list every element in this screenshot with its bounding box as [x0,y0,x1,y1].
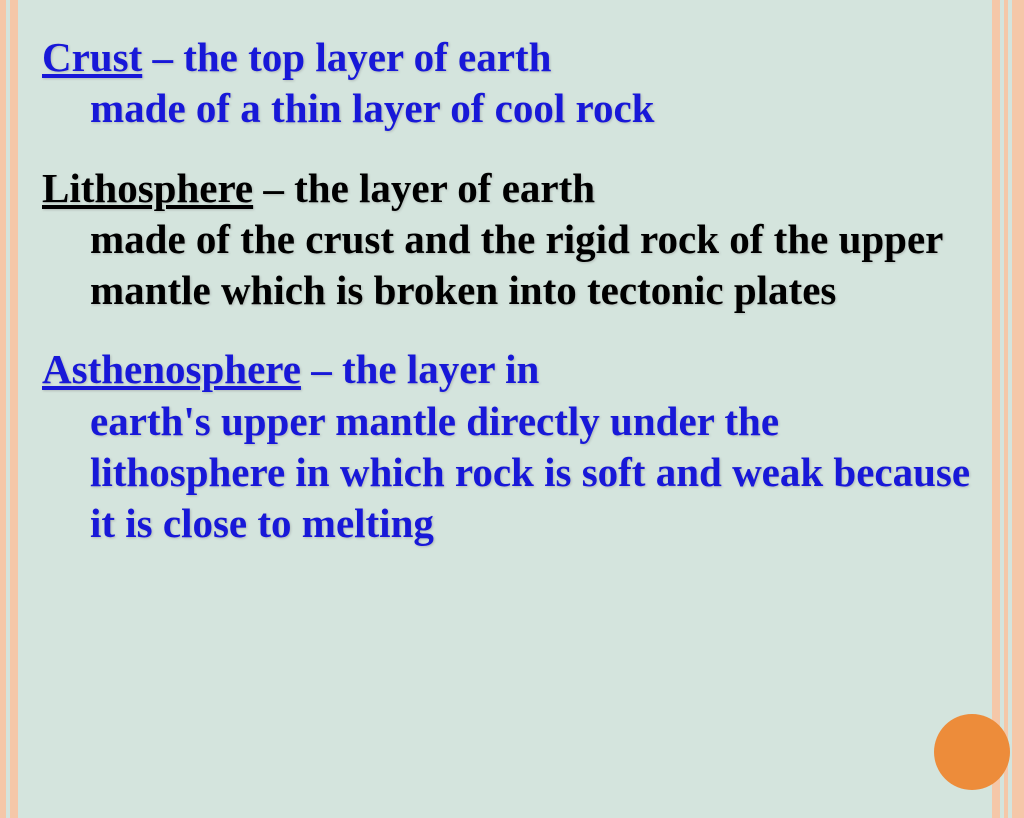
description-rest: made of a thin layer of cool rock [42,83,972,134]
accent-circle [934,714,1010,790]
description-rest: made of the crust and the rigid rock of … [42,214,972,317]
slide-border-right-gap-1 [1008,0,1012,818]
definition-lithosphere: Lithosphere – the layer of earth made of… [42,163,972,317]
description-line1: the layer of earth [294,165,595,211]
description-rest: earth's upper mantle directly under the … [42,396,972,550]
slide-content: Crust – the top layer of earth made of a… [42,32,972,577]
separator: – [253,165,294,211]
separator: – [301,346,342,392]
definition-asthenosphere: Asthenosphere – the layer in earth's upp… [42,344,972,549]
term-asthenosphere: Asthenosphere [42,346,301,392]
definition-crust: Crust – the top layer of earth made of a… [42,32,972,135]
description-line1: the layer in [342,346,539,392]
description-line1: the top layer of earth [183,34,551,80]
separator: – [142,34,183,80]
term-lithosphere: Lithosphere [42,165,253,211]
term-crust: Crust [42,34,142,80]
slide-border-right-gap-2 [1000,0,1004,818]
slide-border-left-gap [6,0,10,818]
